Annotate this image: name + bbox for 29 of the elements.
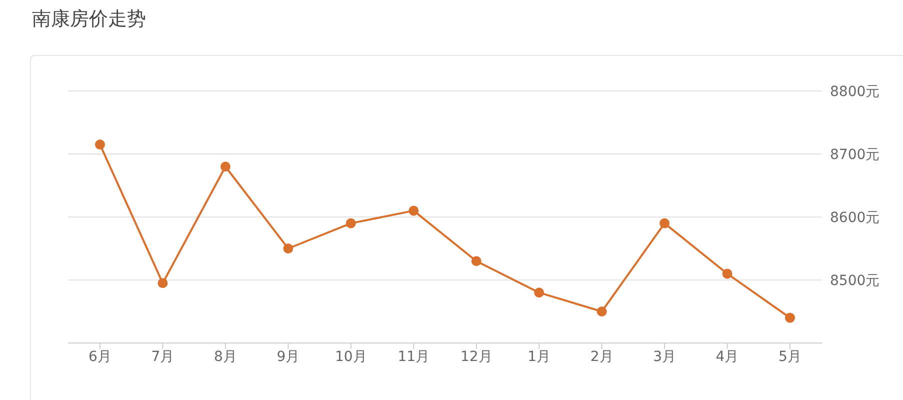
point bbox=[660, 218, 670, 228]
x-tick-label: 5月 bbox=[778, 348, 802, 365]
point bbox=[283, 244, 294, 254]
x-tick-label: 6月 bbox=[88, 348, 112, 365]
point bbox=[95, 140, 105, 150]
x-tick-label: 9月 bbox=[276, 348, 300, 365]
x-tick-label: 8月 bbox=[214, 348, 237, 365]
point bbox=[346, 218, 356, 228]
point bbox=[534, 288, 544, 298]
point bbox=[408, 206, 419, 216]
y-tick-label: 8800元 bbox=[830, 84, 880, 100]
point bbox=[596, 306, 607, 316]
x-tick-label: 10月 bbox=[334, 348, 367, 365]
x-tick-label: 2月 bbox=[590, 348, 614, 365]
x-tick-label: 3月 bbox=[653, 348, 676, 365]
point bbox=[220, 162, 230, 172]
point bbox=[722, 268, 732, 279]
x-tick-label: 7月 bbox=[151, 348, 174, 365]
x-tick-label: 4月 bbox=[716, 348, 739, 365]
y-tick-label: 8600元 bbox=[830, 210, 880, 226]
point bbox=[785, 312, 795, 323]
y-tick-label: 8500元 bbox=[830, 272, 880, 289]
y-tick-label: 8700元 bbox=[830, 146, 880, 163]
x-tick-label: 12月 bbox=[460, 348, 492, 365]
chart-title: 南康房价走势 bbox=[32, 7, 146, 32]
point bbox=[471, 256, 482, 266]
point bbox=[158, 278, 168, 288]
x-tick-label: 11月 bbox=[398, 348, 430, 365]
x-tick-label: 1月 bbox=[528, 348, 551, 365]
